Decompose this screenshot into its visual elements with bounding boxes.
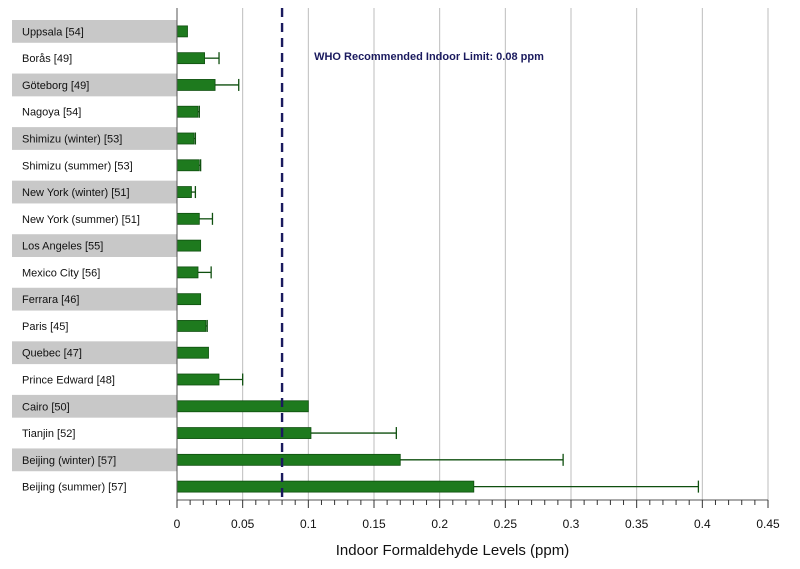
- label-band: [12, 20, 177, 43]
- label-bands: [12, 20, 177, 472]
- bar: [176, 266, 199, 279]
- label-band: [12, 234, 177, 257]
- category-label: Mexico City [56]: [22, 267, 100, 279]
- category-label: Paris [45]: [22, 321, 68, 333]
- bar: [176, 427, 312, 439]
- bar: [176, 346, 209, 359]
- bar: [176, 400, 309, 413]
- x-tick-label: 0.4: [694, 517, 711, 531]
- bar: [176, 480, 475, 493]
- bar: [176, 79, 216, 91]
- category-label: Cairo [50]: [22, 401, 70, 413]
- gridlines: [242, 8, 769, 500]
- category-label: Los Angeles [55]: [22, 241, 103, 253]
- bar: [176, 453, 401, 466]
- bar: [176, 132, 195, 145]
- category-label: Nagoya [54]: [22, 107, 81, 119]
- bar: [176, 105, 199, 118]
- category-label: Göteborg [49]: [22, 80, 89, 92]
- x-tick-label: 0.2: [431, 517, 448, 531]
- category-label: New York (winter) [51]: [22, 187, 130, 199]
- bar: [176, 239, 202, 252]
- who-limit-annotation: WHO Recommended Indoor Limit: 0.08 ppm: [314, 51, 544, 63]
- x-tick-label: 0.25: [494, 517, 518, 531]
- category-label: Uppsala [54]: [22, 26, 84, 38]
- bar: [176, 212, 200, 225]
- category-label: Tianjin [52]: [22, 428, 75, 440]
- label-band: [12, 394, 177, 418]
- label-band: [12, 180, 177, 204]
- category-labels: Uppsala [54] Borås [49] Göteborg [49] Nagoy…: [22, 26, 140, 493]
- bar: [176, 373, 220, 386]
- x-tick-label: 0: [174, 517, 181, 531]
- label-band: [12, 341, 177, 365]
- bar: [176, 186, 192, 198]
- label-band: [12, 127, 177, 150]
- bars: [176, 25, 475, 493]
- bar: [176, 320, 207, 332]
- x-axis-title: Indoor Formaldehyde Levels (ppm): [336, 542, 569, 559]
- label-band: [12, 73, 177, 97]
- x-ticks: 0 0.05 0.1 0.15 0.2 0.25 0.3 0.35 0.4 0.45: [174, 517, 780, 531]
- category-label: Shimizu (winter) [53]: [22, 134, 122, 146]
- bar: [176, 25, 188, 38]
- category-label: Shimizu (summer) [53]: [22, 160, 133, 172]
- x-tick-label: 0.3: [563, 517, 580, 531]
- axes: [176, 8, 769, 508]
- category-label: Beijing (summer) [57]: [22, 482, 127, 494]
- x-tick-label: 0.05: [231, 517, 255, 531]
- label-band: [12, 287, 177, 311]
- category-label: New York (summer) [51]: [22, 214, 140, 226]
- category-label: Ferrara [46]: [22, 294, 79, 306]
- bar: [176, 159, 200, 172]
- category-label: Beijing (winter) [57]: [22, 455, 116, 467]
- x-tick-label: 0.1: [300, 517, 317, 531]
- category-label: Quebec [47]: [22, 348, 82, 360]
- x-tick-label: 0.35: [625, 517, 649, 531]
- bar: [176, 293, 202, 306]
- error-bars: [191, 52, 700, 493]
- x-tick-label: 0.15: [362, 517, 386, 531]
- category-label: Borås [49]: [22, 53, 72, 65]
- category-label: Prince Edward [48]: [22, 375, 115, 387]
- bar: [176, 52, 205, 65]
- x-tick-label: 0.45: [756, 517, 780, 531]
- label-band: [12, 448, 177, 472]
